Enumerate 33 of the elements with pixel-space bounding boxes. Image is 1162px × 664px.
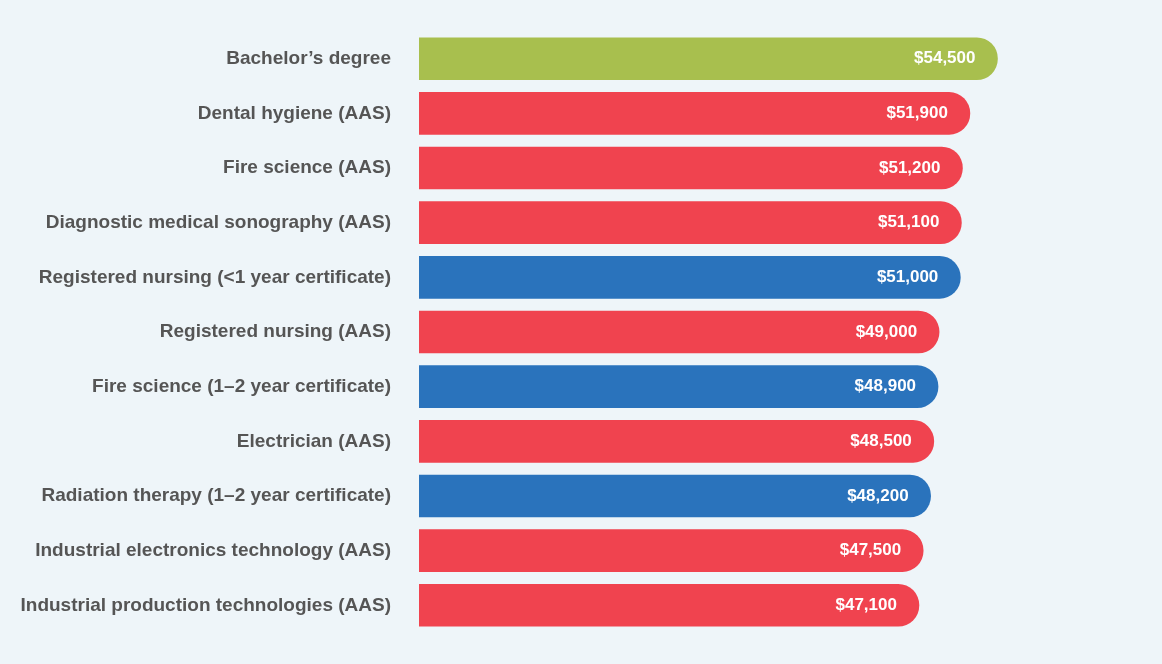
y-tick-label: Industrial electronics technology (AAS)	[35, 538, 391, 560]
y-tick-label: Diagnostic medical sonography (AAS)	[45, 210, 391, 232]
bar	[419, 256, 961, 299]
y-tick-label: Registered nursing (AAS)	[159, 320, 391, 342]
data-label: $54,500	[914, 48, 976, 68]
y-tick-label: Bachelor’s degree	[226, 46, 391, 68]
data-label: $49,000	[855, 321, 918, 341]
data-label: $48,500	[850, 431, 912, 450]
bar	[419, 92, 971, 135]
bar	[419, 146, 963, 190]
data-label: $51,200	[879, 157, 941, 177]
bar	[419, 365, 939, 408]
bar	[419, 474, 931, 518]
bar	[419, 583, 920, 627]
data-label: $48,200	[847, 485, 909, 505]
y-tick-label: Registered nursing (<1 year certificate)	[38, 265, 391, 287]
y-tick-label: Electrician (AAS)	[236, 429, 391, 451]
y-tick-label: Industrial production technologies (AAS)	[20, 593, 391, 615]
bar	[419, 37, 998, 81]
data-label: $51,100	[877, 212, 940, 232]
y-tick-label: Radiation therapy (1–2 year certificate)	[41, 484, 391, 506]
data-label: $47,100	[835, 594, 897, 614]
y-tick-label: Fire science (AAS)	[223, 156, 391, 178]
data-label: $51,900	[886, 103, 948, 123]
bar	[419, 310, 940, 354]
data-label: $51,000	[876, 267, 939, 287]
bar	[419, 419, 935, 463]
bar	[419, 529, 924, 572]
data-label: $48,900	[854, 376, 917, 396]
data-label: $47,500	[839, 540, 902, 560]
y-tick-label: Fire science (1–2 year certificate)	[92, 374, 391, 396]
bar	[419, 201, 962, 245]
y-tick-label: Dental hygiene (AAS)	[197, 101, 391, 123]
